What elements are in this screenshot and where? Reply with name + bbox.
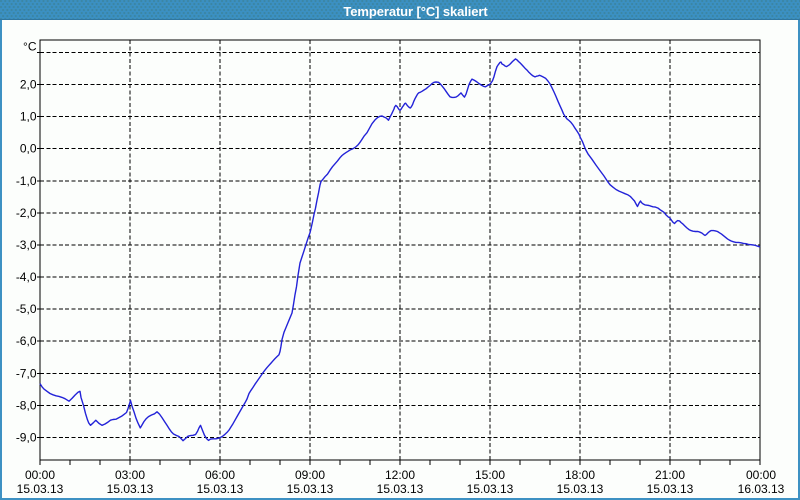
- svg-text:-1,0: -1,0: [16, 174, 37, 188]
- svg-text:16.03.13: 16.03.13: [738, 482, 785, 496]
- svg-text:06:00: 06:00: [205, 468, 235, 482]
- svg-text:12:00: 12:00: [385, 468, 415, 482]
- svg-text:15.03.13: 15.03.13: [377, 482, 424, 496]
- svg-text:03:00: 03:00: [115, 468, 145, 482]
- svg-text:15.03.13: 15.03.13: [197, 482, 244, 496]
- svg-text:15.03.13: 15.03.13: [17, 482, 64, 496]
- svg-text:-8,0: -8,0: [16, 398, 37, 412]
- svg-text:15.03.13: 15.03.13: [557, 482, 604, 496]
- svg-text:°C: °C: [23, 40, 37, 54]
- svg-text:15.03.13: 15.03.13: [467, 482, 514, 496]
- svg-text:-4,0: -4,0: [16, 270, 37, 284]
- svg-text:00:00: 00:00: [25, 468, 55, 482]
- svg-text:09:00: 09:00: [295, 468, 325, 482]
- svg-text:15.03.13: 15.03.13: [647, 482, 694, 496]
- svg-text:-9,0: -9,0: [16, 431, 37, 445]
- svg-text:1,0: 1,0: [20, 110, 37, 124]
- svg-text:21:00: 21:00: [655, 468, 685, 482]
- svg-text:-2,0: -2,0: [16, 206, 37, 220]
- svg-text:-6,0: -6,0: [16, 334, 37, 348]
- svg-text:-7,0: -7,0: [16, 366, 37, 380]
- svg-text:2,0: 2,0: [20, 78, 37, 92]
- svg-text:-5,0: -5,0: [16, 302, 37, 316]
- svg-text:00:00: 00:00: [746, 468, 776, 482]
- svg-text:18:00: 18:00: [565, 468, 595, 482]
- svg-text:-3,0: -3,0: [16, 238, 37, 252]
- svg-text:15:00: 15:00: [475, 468, 505, 482]
- svg-text:0,0: 0,0: [20, 142, 37, 156]
- svg-text:15.03.13: 15.03.13: [107, 482, 154, 496]
- svg-text:15.03.13: 15.03.13: [287, 482, 334, 496]
